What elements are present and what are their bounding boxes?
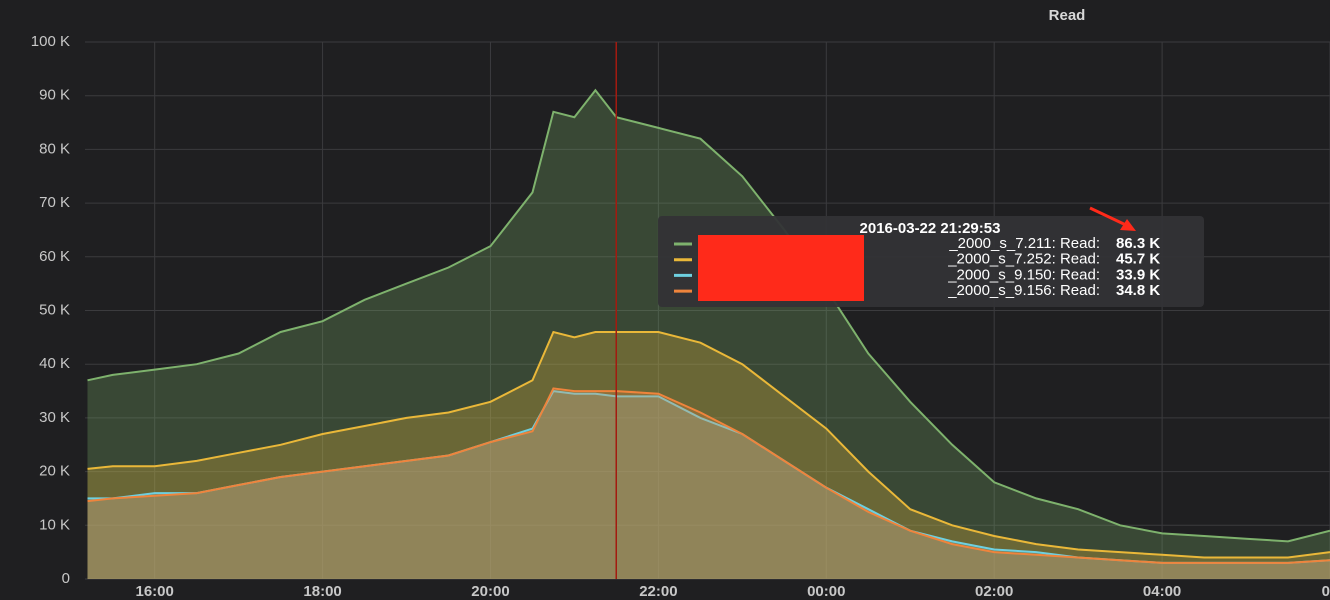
- y-tick-label: 40 K: [39, 355, 70, 372]
- chart-title: Read: [1049, 7, 1086, 24]
- x-tick-label: 04:00: [1143, 583, 1181, 600]
- line: [87, 387, 1330, 564]
- line: [87, 330, 1330, 559]
- tooltip-value: 34.8 K: [1116, 282, 1160, 299]
- y-tick-label: 90 K: [39, 87, 70, 104]
- y-tick-label: 10 K: [39, 516, 70, 533]
- redaction: [698, 235, 864, 301]
- tooltip-value: 33.9 K: [1116, 266, 1160, 283]
- area: [87, 388, 1330, 579]
- tooltip-series-name: _2000_s_9.156: Read:: [947, 282, 1100, 299]
- x-tick-label: 20:00: [471, 583, 509, 600]
- x-tick-label: 16:00: [135, 583, 173, 600]
- tooltip-series-name: _2000_s_9.150: Read:: [947, 266, 1100, 283]
- y-tick-label: 70 K: [39, 194, 70, 211]
- axes: 0 10 K 20 K 30 K 40 K 50 K 60 K 70 K 80 K 90 K 100…: [31, 33, 1330, 600]
- tooltip-value: 86.3 K: [1116, 235, 1160, 252]
- grid: [85, 41, 1330, 580]
- x-tick-label: 02:00: [975, 583, 1013, 600]
- tooltip-series-name: _2000_s_7.252: Read:: [947, 251, 1100, 268]
- x-tick-label: 00:00: [807, 583, 845, 600]
- y-tick-label: 30 K: [39, 409, 70, 426]
- y-tick-label: 80 K: [39, 140, 70, 157]
- x-tick-label: 22:00: [639, 583, 677, 600]
- area: [87, 90, 1330, 580]
- y-tick-label: 20 K: [39, 463, 70, 480]
- x-tick-label: 06: [1322, 583, 1330, 600]
- annotation-arrow: [1089, 206, 1129, 228]
- y-tick-label: 100 K: [31, 33, 70, 50]
- tooltip-series-name: _2000_s_7.211: Read:: [948, 235, 1100, 252]
- tooltip: 2016-03-22 21:29:53 _2000_s_7.211: Read:…: [658, 216, 1204, 307]
- y-tick-label: 60 K: [39, 248, 70, 265]
- x-tick-label: 18:00: [303, 583, 341, 600]
- annotation-arrowhead: [1120, 219, 1136, 231]
- y-tick-label: 0: [62, 570, 70, 587]
- line: [87, 88, 1330, 543]
- tooltip-time: 2016-03-22 21:29:53: [860, 220, 1001, 237]
- area: [87, 391, 1330, 579]
- tooltip-value: 45.7 K: [1116, 251, 1160, 268]
- plot: [87, 42, 1330, 580]
- area: [87, 332, 1330, 579]
- y-tick-label: 50 K: [39, 301, 70, 318]
